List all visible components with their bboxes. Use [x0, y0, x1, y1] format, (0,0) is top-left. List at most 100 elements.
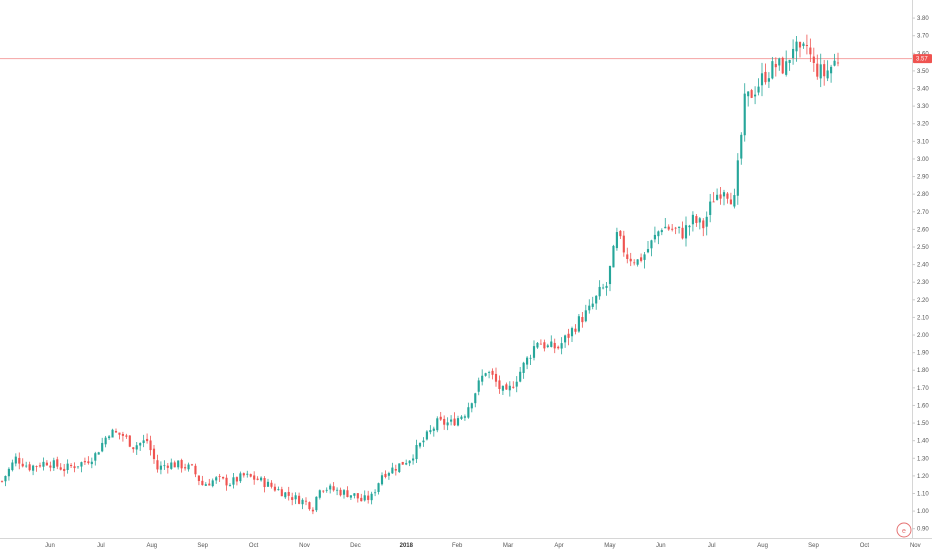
candle-body	[18, 457, 21, 464]
candle	[284, 491, 287, 499]
candle-body	[760, 73, 764, 86]
candle	[353, 493, 356, 499]
candle-body	[222, 476, 225, 479]
candle	[560, 337, 563, 355]
candle	[836, 52, 840, 67]
time-tick-label: Apr	[554, 543, 563, 549]
candle	[608, 265, 612, 292]
candle-body	[287, 491, 290, 496]
candle	[802, 41, 805, 49]
candle-body	[505, 384, 508, 390]
candle-body	[87, 461, 90, 464]
candle	[747, 91, 750, 107]
time-tick-label: Aug	[757, 543, 768, 549]
candle-body	[94, 453, 97, 461]
time-tick-label: Nov	[910, 543, 921, 549]
candle	[792, 39, 795, 65]
candle-body	[833, 60, 836, 66]
candle	[436, 416, 439, 433]
candle	[63, 464, 66, 477]
price-tick-label: 1.70	[917, 386, 929, 392]
candle	[539, 339, 542, 345]
candle-body	[225, 477, 228, 486]
candle	[232, 472, 235, 489]
tradingview-logo-icon[interactable]: e	[896, 522, 912, 538]
price-tick-label: 3.20	[917, 122, 929, 128]
candle	[750, 88, 753, 99]
candle	[740, 132, 743, 165]
candle-body	[564, 335, 567, 343]
candle-body	[114, 431, 118, 433]
price-tick-label: 3.70	[917, 34, 929, 40]
candle	[439, 411, 442, 421]
candle-body	[450, 419, 453, 422]
candle-body	[301, 499, 304, 505]
candle	[570, 326, 574, 343]
candle-body	[439, 416, 442, 420]
candle	[111, 428, 114, 438]
candle	[380, 472, 384, 486]
candle-body	[612, 245, 615, 268]
candle	[90, 457, 93, 469]
candle-body	[32, 465, 35, 471]
candle-body	[180, 460, 183, 469]
candle	[235, 476, 238, 486]
candle	[474, 392, 477, 408]
candle-body	[14, 456, 17, 464]
candle	[774, 57, 777, 77]
candle-body	[211, 480, 214, 487]
candle	[788, 59, 791, 71]
candle	[163, 460, 166, 470]
candle-body	[470, 403, 473, 409]
candle	[629, 252, 632, 267]
candle	[526, 356, 529, 370]
candle-body	[249, 474, 252, 477]
candle	[201, 475, 204, 486]
candle	[823, 59, 826, 86]
candle-body	[432, 428, 435, 431]
candle-body	[425, 431, 428, 440]
candle	[225, 474, 228, 491]
candle-body	[166, 465, 169, 468]
candle-body	[674, 227, 677, 229]
candle	[108, 434, 111, 440]
candle-body	[118, 432, 121, 435]
price-tick-label: 1.80	[917, 368, 929, 374]
candle	[218, 473, 221, 482]
candle-body	[273, 486, 276, 491]
candle	[698, 216, 701, 230]
candle-body	[270, 482, 273, 487]
candle-body	[719, 194, 722, 199]
price-tick-label: 3.30	[917, 104, 929, 110]
candle-body	[149, 440, 152, 451]
candle	[733, 188, 736, 209]
candle-body	[304, 500, 308, 502]
candle	[177, 460, 180, 470]
candle	[128, 435, 131, 448]
candle-body	[705, 216, 708, 227]
candle-body	[805, 44, 808, 47]
candle	[709, 193, 712, 223]
candle	[543, 339, 546, 352]
candle-body	[325, 489, 328, 491]
candle-body	[56, 459, 59, 467]
candle	[139, 442, 142, 451]
candle-body	[25, 465, 28, 467]
candle-body	[177, 460, 180, 468]
candle-body	[332, 486, 335, 491]
candle-body	[491, 370, 494, 375]
candle	[722, 189, 726, 206]
candle-body	[836, 62, 840, 64]
candle-body	[111, 429, 114, 438]
candle	[553, 338, 556, 354]
candle-body	[553, 342, 556, 349]
candle-body	[443, 418, 446, 425]
candle-body	[570, 328, 574, 337]
candle-body	[826, 70, 829, 79]
candle	[66, 459, 69, 474]
candle	[567, 328, 570, 346]
candle	[249, 473, 252, 478]
candle-body	[691, 214, 694, 225]
